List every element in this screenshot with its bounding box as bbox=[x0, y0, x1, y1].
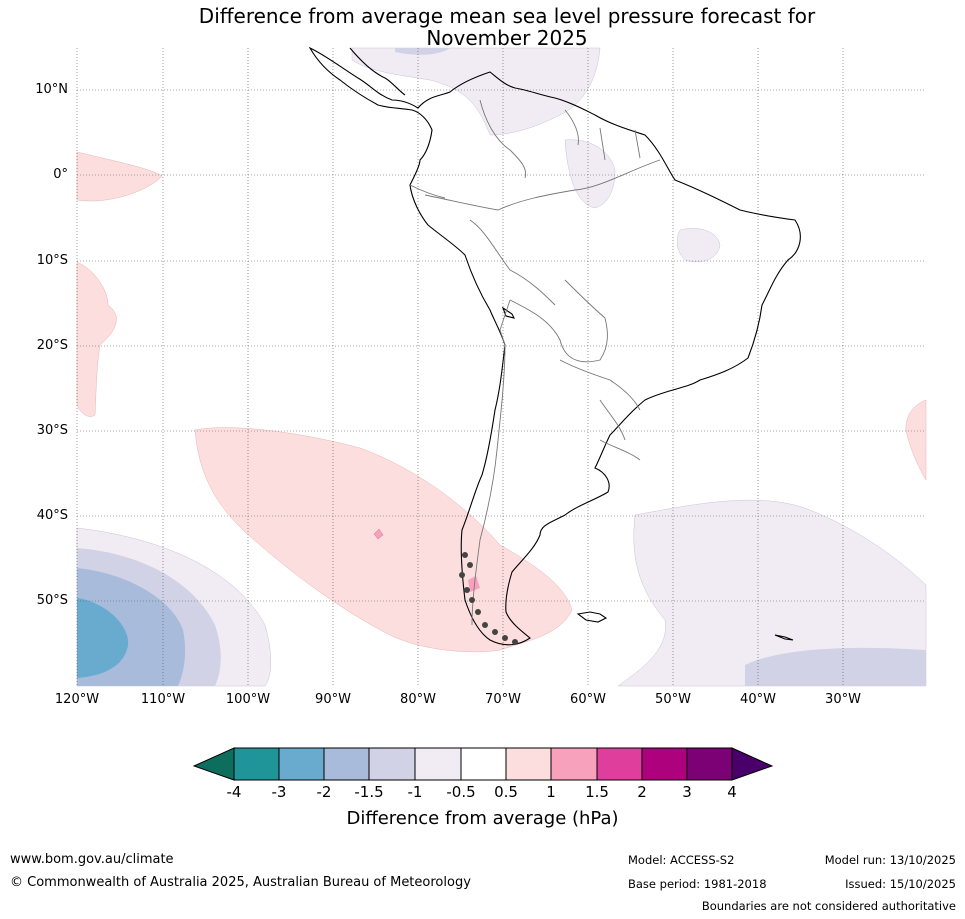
anomaly-region-neg-2 bbox=[77, 598, 129, 678]
colorbar-tick: -3 bbox=[271, 783, 287, 801]
anomaly-region-se-outer bbox=[617, 499, 927, 687]
anomaly-region-north-inner bbox=[395, 48, 450, 55]
lat-label-10n: 10°N bbox=[35, 82, 68, 97]
anomaly-region-pos-equator bbox=[76, 151, 163, 202]
central-america-coast bbox=[349, 47, 406, 96]
border-bolivia bbox=[509, 279, 608, 363]
colorbar-tick: 1.5 bbox=[585, 783, 609, 801]
footer-disclaimer: Boundaries are not considered authoritat… bbox=[701, 899, 956, 913]
border-guyana-suriname bbox=[599, 127, 606, 161]
lon-label-110w: 110°W bbox=[140, 692, 186, 707]
border-brazil-north bbox=[497, 159, 661, 211]
south-america-coast bbox=[308, 46, 801, 646]
lat-label-50s: 50°S bbox=[36, 593, 68, 608]
colorbar-tick: -2 bbox=[316, 783, 332, 801]
anomaly-region-pos-pacific bbox=[194, 427, 573, 653]
colorbar-swatch bbox=[686, 747, 733, 781]
colorbar-extend-high bbox=[731, 747, 774, 781]
lat-label-0: 0° bbox=[53, 167, 68, 182]
lon-label-70w: 70°W bbox=[485, 692, 521, 707]
footer-base-period: Base period: 1981-2018 bbox=[628, 877, 767, 891]
lat-label-40s: 40°S bbox=[36, 508, 68, 523]
border-suriname-guiana bbox=[634, 129, 641, 159]
colorbar-tick: 4 bbox=[727, 783, 737, 801]
colorbar-tick: -0.5 bbox=[446, 783, 476, 801]
footer-model: Model: ACCESS-S2 bbox=[628, 853, 735, 867]
colorbar-extend-low bbox=[192, 747, 235, 781]
colorbar-tick: 1 bbox=[546, 783, 556, 801]
map-title: Difference from average mean sea level p… bbox=[0, 5, 965, 49]
footer-copyright: © Commonwealth of Australia 2025, Austra… bbox=[10, 875, 471, 890]
colorbar-tick: -1.5 bbox=[354, 783, 384, 801]
colorbar-swatch bbox=[550, 747, 598, 781]
lon-label-40w: 40°W bbox=[740, 692, 776, 707]
lon-label-30w: 30°W bbox=[825, 692, 861, 707]
colorbar-tick: 2 bbox=[637, 783, 647, 801]
lon-label-50w: 50°W bbox=[655, 692, 691, 707]
colorbar-title: Difference from average (hPa) bbox=[346, 808, 619, 829]
coastline bbox=[308, 46, 801, 646]
lon-label-60w: 60°W bbox=[570, 692, 606, 707]
border-peru-brazil bbox=[469, 219, 556, 306]
colorbar-swatch bbox=[596, 747, 643, 781]
lat-label-20s: 20°S bbox=[36, 338, 68, 353]
chile-archipelago bbox=[459, 552, 518, 645]
border-argentina-brazil bbox=[599, 399, 626, 441]
lon-label-100w: 100°W bbox=[225, 692, 271, 707]
anomaly-region-se-inner bbox=[745, 647, 926, 686]
lon-label-80w: 80°W bbox=[400, 692, 436, 707]
lat-label-30s: 30°S bbox=[36, 423, 68, 438]
footer-issued: Issued: 15/10/2025 bbox=[845, 877, 956, 891]
colorbar-tick: -4 bbox=[226, 783, 242, 801]
colorbar-swatch bbox=[233, 747, 280, 781]
border-paraguay bbox=[559, 359, 641, 411]
graticule bbox=[76, 48, 926, 686]
colorbar bbox=[192, 747, 774, 781]
colorbar-swatch bbox=[641, 747, 688, 781]
lon-label-120w: 120°W bbox=[54, 692, 100, 707]
title-line-1: Difference from average mean sea level p… bbox=[198, 4, 816, 28]
colorbar-tick: -1 bbox=[407, 783, 423, 801]
colorbar-swatch bbox=[323, 747, 370, 781]
anomaly-region-pos-west bbox=[76, 261, 117, 417]
country-borders bbox=[409, 99, 661, 626]
anomaly-region-pos-small bbox=[373, 528, 384, 540]
lon-label-90w: 90°W bbox=[315, 692, 351, 707]
pressure-anomaly-shading bbox=[76, 47, 927, 687]
colorbar-swatch bbox=[460, 747, 507, 781]
colorbar-swatch bbox=[278, 747, 325, 781]
footer-model-run: Model run: 13/10/2025 bbox=[824, 853, 956, 867]
colorbar-swatch bbox=[505, 747, 552, 781]
anomaly-region-pos-patagonia bbox=[468, 576, 480, 592]
border-colombia-venezuela bbox=[479, 99, 527, 179]
title-line-2: November 2025 bbox=[426, 26, 588, 50]
anomaly-region-north bbox=[351, 47, 601, 136]
colorbar-swatch bbox=[414, 747, 462, 781]
anomaly-region-brazil bbox=[676, 228, 721, 263]
border-colombia-ecuador bbox=[409, 184, 446, 199]
border-venezuela-guyana bbox=[564, 109, 579, 146]
border-colombia-peru bbox=[424, 194, 499, 211]
border-uruguay bbox=[599, 439, 641, 461]
lat-label-10s: 10°S bbox=[36, 253, 68, 268]
anomaly-region-amazon bbox=[564, 139, 616, 209]
falkland-islands bbox=[576, 611, 608, 623]
lake-titicaca bbox=[501, 306, 516, 319]
colorbar-swatch bbox=[368, 747, 416, 781]
border-peru-bolivia bbox=[499, 299, 511, 346]
colorbar-tick: 0.5 bbox=[494, 783, 518, 801]
anomaly-region-pos-atlantic bbox=[905, 399, 927, 481]
south-georgia bbox=[774, 634, 794, 641]
colorbar-tick: 3 bbox=[682, 783, 692, 801]
footer-website: www.bom.gov.au/climate bbox=[10, 852, 174, 867]
border-chile-argentina bbox=[471, 344, 506, 626]
